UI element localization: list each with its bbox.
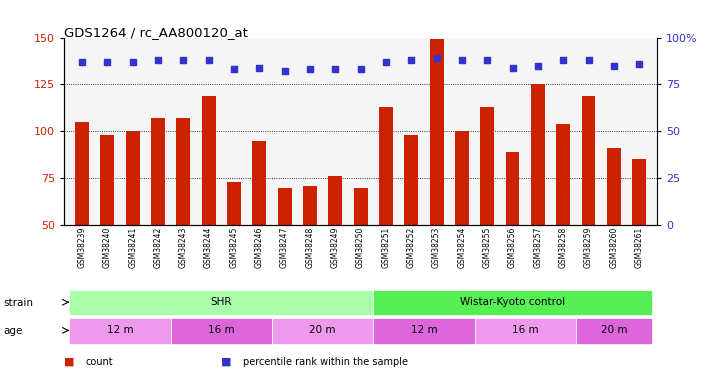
Text: ■: ■ xyxy=(64,357,75,367)
Bar xyxy=(227,182,241,225)
Bar xyxy=(69,318,171,344)
Text: SHR: SHR xyxy=(211,297,232,307)
Text: count: count xyxy=(86,357,114,367)
Bar xyxy=(581,96,595,225)
Bar xyxy=(379,107,393,225)
Bar xyxy=(607,148,620,225)
Point xyxy=(456,57,468,63)
Point xyxy=(481,57,493,63)
Point xyxy=(431,55,442,61)
Point xyxy=(203,57,214,63)
Bar xyxy=(201,96,216,225)
Bar xyxy=(126,131,140,225)
Bar xyxy=(373,318,475,344)
Bar xyxy=(75,122,89,225)
Bar xyxy=(176,118,190,225)
Text: percentile rank within the sample: percentile rank within the sample xyxy=(243,357,408,367)
Text: 20 m: 20 m xyxy=(309,326,336,335)
Bar xyxy=(171,318,272,344)
Text: ■: ■ xyxy=(221,357,232,367)
Point xyxy=(152,57,164,63)
Bar xyxy=(506,152,520,225)
Text: strain: strain xyxy=(4,298,34,308)
Bar xyxy=(575,318,652,344)
Point xyxy=(127,59,139,65)
Point xyxy=(558,57,569,63)
Point xyxy=(532,63,543,69)
Point xyxy=(380,59,391,65)
Bar xyxy=(353,188,368,225)
Bar xyxy=(278,188,291,225)
Point xyxy=(583,57,594,63)
Bar xyxy=(455,131,469,225)
Bar xyxy=(481,107,494,225)
Point xyxy=(228,66,240,72)
Text: 16 m: 16 m xyxy=(208,326,235,335)
Text: Wistar-Kyoto control: Wistar-Kyoto control xyxy=(460,297,565,307)
Text: GDS1264 / rc_AA800120_at: GDS1264 / rc_AA800120_at xyxy=(64,26,248,39)
Point xyxy=(304,66,316,72)
Bar xyxy=(69,290,373,315)
Bar xyxy=(328,176,342,225)
Point xyxy=(253,64,265,70)
Bar xyxy=(556,124,570,225)
Bar xyxy=(151,118,165,225)
Bar xyxy=(373,290,652,315)
Bar xyxy=(303,186,317,225)
Bar xyxy=(531,84,545,225)
Point xyxy=(76,59,88,65)
Bar xyxy=(632,159,646,225)
Bar xyxy=(252,141,266,225)
Text: age: age xyxy=(4,326,23,336)
Bar xyxy=(101,135,114,225)
Point xyxy=(633,61,645,67)
Text: 20 m: 20 m xyxy=(600,326,627,335)
Point xyxy=(330,66,341,72)
Point xyxy=(355,66,366,72)
Point xyxy=(608,63,620,69)
Bar xyxy=(272,318,373,344)
Point xyxy=(406,57,417,63)
Point xyxy=(178,57,189,63)
Point xyxy=(279,68,291,74)
Point xyxy=(101,59,113,65)
Point xyxy=(507,64,518,70)
Text: 12 m: 12 m xyxy=(106,326,134,335)
Bar xyxy=(404,135,418,225)
Text: 16 m: 16 m xyxy=(512,326,538,335)
Bar xyxy=(475,318,575,344)
Bar xyxy=(430,39,443,225)
Text: 12 m: 12 m xyxy=(411,326,437,335)
